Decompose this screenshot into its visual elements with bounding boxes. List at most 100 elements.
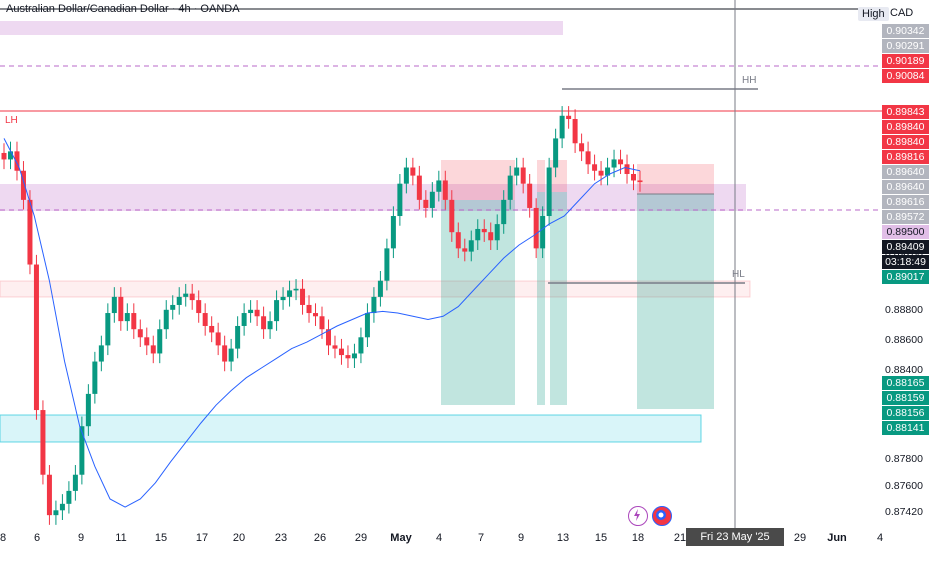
chart-title: Australian Dollar/Canadian Dollar · 4h ·… <box>6 3 240 15</box>
candle <box>118 296 124 322</box>
candle <box>494 224 500 241</box>
candle <box>637 180 643 183</box>
flag-icon[interactable] <box>652 506 672 526</box>
annotation-hl: HL <box>732 269 745 280</box>
currency-label[interactable]: CAD <box>890 7 914 19</box>
candle <box>572 119 578 144</box>
candle <box>202 313 208 326</box>
chart-plot[interactable] <box>0 0 932 550</box>
candle <box>20 170 26 200</box>
x-tick-label: 29 <box>793 532 807 544</box>
price-tag: 03:18:49 <box>882 255 929 270</box>
candle <box>163 309 169 330</box>
candle <box>1 152 7 160</box>
candle <box>287 290 293 297</box>
candle <box>566 115 572 120</box>
price-tag: 0.88159 <box>882 391 929 406</box>
price-tag: 0.89843 <box>882 105 929 120</box>
supply-zone-top <box>0 21 563 35</box>
candle <box>533 207 539 249</box>
candle <box>455 232 461 249</box>
demand-zone <box>0 414 702 443</box>
candle <box>280 296 286 301</box>
candle <box>124 313 130 322</box>
price-tag: 0.89840 <box>882 135 929 150</box>
candle <box>507 175 513 200</box>
price-tag: 0.89500 <box>882 225 929 240</box>
candle <box>410 167 416 176</box>
y-tick-label: 0.89200 <box>885 248 923 260</box>
x-tick-label: 15 <box>594 532 608 544</box>
candle <box>540 216 546 249</box>
annotation-hh: HH <box>742 75 757 86</box>
price-tag: 0.90189 <box>882 54 929 69</box>
price-tag: 0.89640 <box>882 180 929 195</box>
candle <box>423 199 429 208</box>
candle <box>429 191 435 208</box>
position-stop-4 <box>637 164 714 194</box>
candle <box>416 175 422 200</box>
price-tag: 0.90291 <box>882 39 929 54</box>
price-tag: 0.89840 <box>882 120 929 135</box>
candle <box>189 293 195 301</box>
candle <box>559 115 565 139</box>
candle <box>241 313 247 326</box>
candle <box>384 248 390 281</box>
candle <box>514 167 520 176</box>
candle <box>72 474 78 491</box>
candle <box>631 173 637 181</box>
candle <box>254 309 260 317</box>
candle <box>475 228 481 241</box>
candle <box>449 199 455 233</box>
candle <box>527 183 533 208</box>
candle <box>235 325 241 349</box>
x-tick-label: 8 <box>0 532 7 544</box>
y-tick-label: 0.87600 <box>885 480 923 492</box>
x-tick-label: 21 <box>673 532 687 544</box>
high-button[interactable]: High <box>858 7 889 21</box>
position-target-3 <box>550 192 567 405</box>
candle <box>358 337 364 354</box>
candle <box>442 180 448 200</box>
candle <box>59 503 65 511</box>
candle <box>150 345 156 354</box>
candle <box>313 313 319 317</box>
y-tick-label: 0.87420 <box>885 506 923 518</box>
candle <box>7 151 13 160</box>
candle <box>319 316 325 330</box>
price-tag: 0.90084 <box>882 69 929 84</box>
candle <box>261 316 267 330</box>
x-tick-label: Jun <box>827 532 847 544</box>
candle <box>592 164 598 171</box>
lightning-icon[interactable] <box>628 506 648 526</box>
candle <box>222 345 228 362</box>
candle <box>403 167 409 184</box>
candle <box>598 170 604 176</box>
candle <box>520 167 526 184</box>
candle <box>40 410 46 475</box>
moving-average-line <box>3 138 641 508</box>
position-stop-2 <box>537 160 545 192</box>
x-tick-label: 6 <box>33 532 41 544</box>
candle <box>85 393 91 427</box>
x-tick-label: 13 <box>556 532 570 544</box>
candle <box>267 321 273 330</box>
candle <box>624 164 630 174</box>
annotation-lh: LH <box>5 115 18 126</box>
position-stop-1 <box>441 160 515 200</box>
candle <box>501 199 507 225</box>
candle <box>345 355 351 359</box>
x-tick-label: 17 <box>195 532 209 544</box>
candle <box>105 313 111 346</box>
candle <box>468 240 474 252</box>
candle <box>618 159 624 165</box>
candle <box>611 159 617 168</box>
candle <box>371 296 377 314</box>
candle <box>53 510 59 516</box>
candle <box>33 264 39 411</box>
x-tick-label: 9 <box>77 532 85 544</box>
candle <box>27 199 33 265</box>
price-tag: 0.88165 <box>882 376 929 391</box>
candle <box>144 337 150 346</box>
candle <box>98 345 104 362</box>
